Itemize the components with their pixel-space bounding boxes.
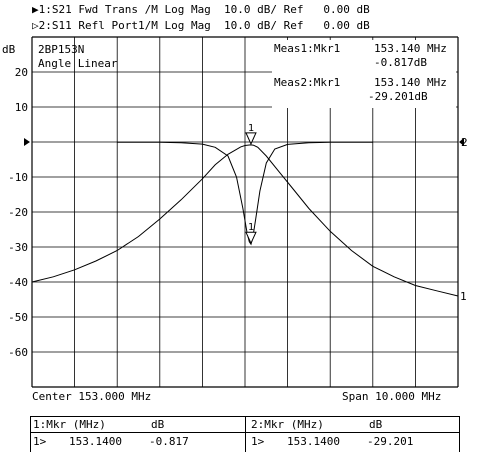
- table-left-header-mkr: 1:Mkr (MHz): [33, 418, 106, 431]
- table-left-row-mkr: 1>: [33, 435, 47, 448]
- trace-1-end-label: 1: [460, 290, 467, 303]
- trace-1-line: [31, 144, 459, 297]
- table-right-header-mkr: 2:Mkr (MHz): [251, 418, 324, 431]
- table-right-row-value: -29.201: [367, 435, 414, 448]
- marker-triangle: [245, 231, 257, 245]
- meas2-freq: 153.140 MHz: [374, 76, 447, 89]
- y-tick-label: -20: [8, 206, 28, 219]
- marker-triangle: [245, 132, 257, 146]
- instrument-annotation-model: 2BP153N: [38, 43, 85, 56]
- reference-arrow-left: [24, 138, 30, 146]
- meas1-value: -0.817dB: [374, 56, 427, 69]
- marker-label: 1: [248, 222, 254, 233]
- y-unit-label: dB: [2, 43, 16, 56]
- table-left-header-db: dB: [151, 418, 165, 431]
- y-tick-label: -10: [8, 171, 28, 184]
- trace-markers: 11: [245, 123, 257, 245]
- reference-arrow-right: [459, 138, 464, 146]
- y-tick-label: -40: [8, 276, 28, 289]
- meas2-readout: Meas2:Mkr1 153.140 MHz -29.201dB: [272, 74, 456, 108]
- y-tick-label: 20: [15, 66, 28, 79]
- table-right-row-freq: 153.1400: [287, 435, 340, 448]
- trace-header-2: ▷2:S11 Refl Port1/M Log Mag 10.0 dB/ Ref…: [32, 19, 370, 32]
- table-left-row-value: -0.817: [149, 435, 189, 448]
- meas1-freq: 153.140 MHz: [374, 42, 447, 55]
- table-right-header-db: dB: [369, 418, 383, 431]
- table-column-divider: [245, 417, 246, 452]
- y-tick-label: -30: [8, 241, 28, 254]
- y-tick-label: -60: [8, 346, 28, 359]
- meas2-value: -29.201dB: [368, 90, 428, 103]
- reference-indicators: 2: [24, 136, 468, 149]
- instrument-annotation-mode: Angle Linear: [38, 57, 118, 70]
- trace-header-1: ▶1:S21 Fwd Trans /M Log Mag 10.0 dB/ Ref…: [32, 3, 370, 16]
- y-tick-label: 10: [15, 101, 28, 114]
- meas2-label: Meas2:Mkr1: [274, 76, 341, 89]
- meas1-readout: Meas1:Mkr1 153.140 MHz -0.817dB: [272, 40, 456, 74]
- meas1-label: Meas1:Mkr1: [274, 42, 341, 55]
- y-tick-label: -50: [8, 311, 28, 324]
- table-right-row-mkr: 1>: [251, 435, 265, 448]
- y-tick-labels: 20 10 -10 -20 -30 -40 -50 -60: [8, 66, 28, 359]
- reference-marker-label: 2: [461, 136, 468, 149]
- table-left-row-freq: 153.1400: [69, 435, 122, 448]
- marker-label: 1: [248, 123, 254, 134]
- span-frequency: Span 10.000 MHz: [342, 390, 442, 403]
- marker-table: 1:Mkr (MHz) dB 1> 153.1400 -0.817 2:Mkr …: [30, 416, 460, 452]
- center-frequency: Center 153.000 MHz: [32, 390, 152, 403]
